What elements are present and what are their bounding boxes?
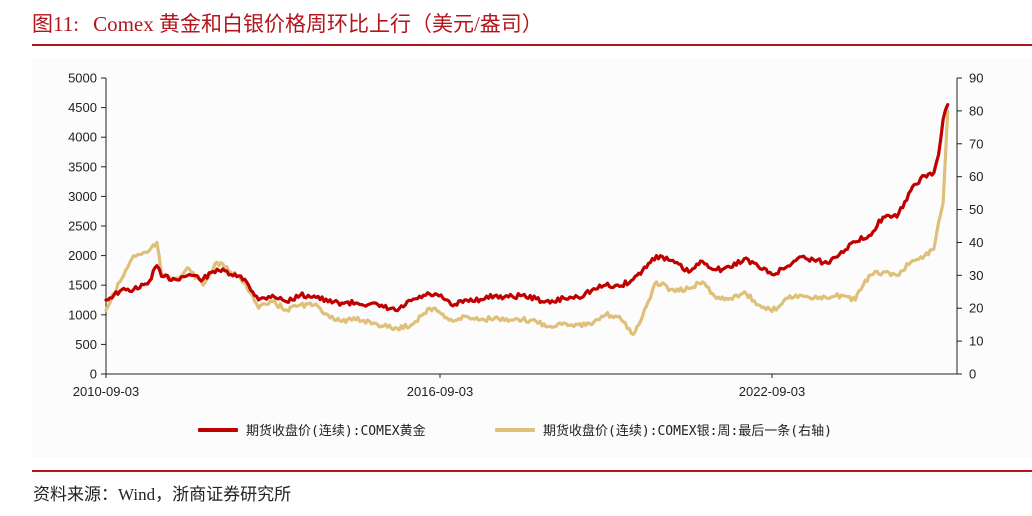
legend-label-gold: 期货收盘价(连续):COMEX黄金 [246,424,426,439]
left-axis-tick-label: 3500 [68,159,97,174]
legend-item-silver[interactable]: 期货收盘价(连续):COMEX银:周:最后一条(右轴) [495,420,832,439]
figure-number: 图11: [32,12,80,36]
left-axis-tick-label: 1500 [68,278,97,293]
footer-divider [32,470,1032,472]
right-axis-tick-label: 60 [969,169,983,184]
left-axis-tick-label: 3000 [68,189,97,204]
silver-line-swatch-icon [495,427,535,432]
legend-item-gold[interactable]: 期货收盘价(连续):COMEX黄金 [198,420,426,439]
right-axis-tick-label: 20 [969,301,983,316]
x-axis-tick-label: 2010-09-03 [73,384,140,399]
right-axis-tick-label: 10 [969,334,983,349]
left-axis-tick-label: 5000 [68,71,97,86]
gold-line-swatch-icon [198,427,238,432]
figure-title-text: Comex 黄金和白银价格周环比上行（美元/盎司） [93,12,543,36]
right-axis-tick-label: 90 [969,71,983,86]
left-axis-tick-label: 2500 [68,219,97,234]
right-y-axis: 0 10 20 30 40 50 60 70 80 90 [956,71,983,382]
right-axis-tick-label: 0 [969,367,976,382]
left-axis-tick-label: 500 [75,337,97,352]
x-axis-tick-label: 2016-09-03 [407,384,474,399]
title-divider [32,44,1032,46]
right-axis-tick-label: 70 [969,136,983,151]
left-axis-tick-label: 4500 [68,100,97,115]
right-axis-tick-label: 80 [969,103,983,118]
right-axis-tick-label: 30 [969,268,983,283]
left-axis-tick-label: 1000 [68,307,97,322]
x-axis: 2010-09-03 2016-09-03 2022-09-03 [73,373,957,399]
chart-panel [32,58,1032,458]
right-axis-tick-label: 40 [969,235,983,250]
silver-price-line [104,109,950,337]
left-axis-tick-label: 0 [90,367,97,382]
source-note: 资料来源：Wind，浙商证券研究所 [33,485,292,504]
legend-label-silver: 期货收盘价(连续):COMEX银:周:最后一条(右轴) [543,424,832,439]
x-axis-tick-label: 2022-09-03 [739,384,806,399]
figure-title: 图11: Comex 黄金和白银价格周环比上行（美元/盎司） [32,8,543,38]
left-axis-tick-label: 4000 [68,130,97,145]
chart-legend: 期货收盘价(连续):COMEX黄金 期货收盘价(连续):COMEX银:周:最后一… [0,420,1032,444]
left-axis-tick-label: 2000 [68,248,97,263]
series-layer [104,103,950,337]
gold-price-line [104,103,950,313]
left-y-axis: 0 500 1000 1500 2000 2500 3000 3500 4000 4500 5000 [68,71,107,382]
right-axis-tick-label: 50 [969,202,983,217]
